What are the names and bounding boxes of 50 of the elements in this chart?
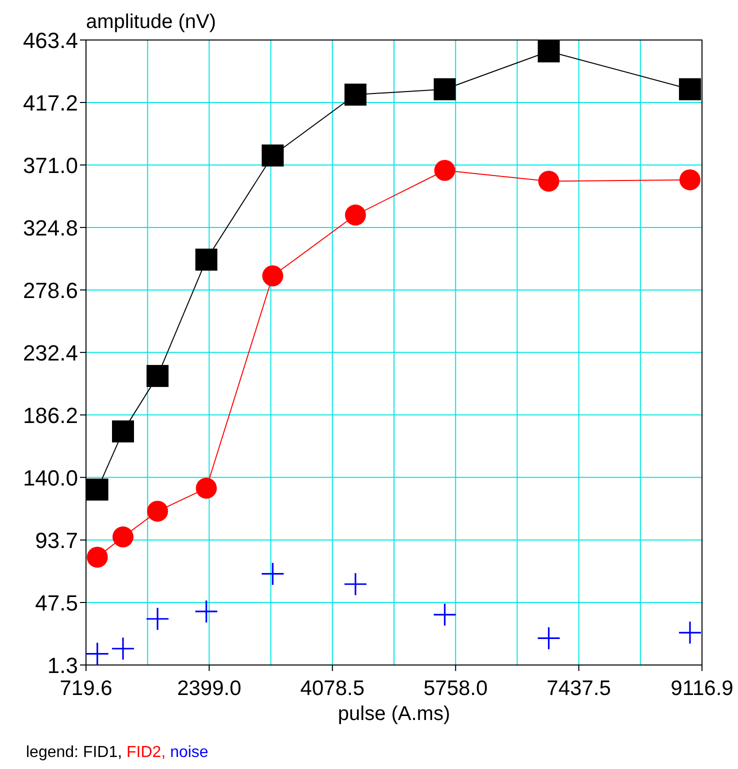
point: [262, 265, 284, 286]
y-tick-label: 324.8: [22, 215, 78, 240]
x-tick-label: 2399.0: [177, 677, 242, 700]
point: [434, 160, 456, 181]
y-tick-label: 232.4: [22, 340, 78, 366]
point: [86, 642, 108, 665]
y-tick-label: 417.2: [22, 90, 78, 116]
y-tick-label: 1.3: [47, 653, 78, 678]
point: [262, 562, 284, 585]
point: [195, 600, 218, 622]
text: FID1,: [82, 744, 127, 761]
point: [195, 248, 218, 271]
y-axis-title: amplitude (nV): [86, 11, 216, 33]
x-axis-title: pulse (A.ms): [338, 703, 450, 725]
y-tick-label: 278.6: [22, 278, 78, 303]
point: [678, 622, 701, 644]
point: [679, 169, 700, 190]
point: [86, 478, 108, 501]
point: [538, 40, 560, 62]
point: [196, 478, 217, 499]
point: [112, 526, 134, 548]
point: [112, 638, 134, 660]
x-tick-label: 7437.5: [546, 677, 611, 700]
y-tick-label: 463.4: [22, 28, 78, 53]
point: [86, 546, 108, 568]
point: [678, 78, 701, 100]
x-tick-label: 5758.0: [423, 677, 488, 700]
point: [434, 78, 456, 100]
y-tick-label: 47.5: [35, 590, 78, 616]
point: [146, 364, 169, 387]
point: [112, 420, 134, 442]
text: noise: [170, 744, 208, 761]
point: [434, 604, 456, 626]
point: [147, 500, 168, 522]
point: [538, 627, 560, 650]
point: [344, 204, 366, 226]
y-tick-label: 186.2: [22, 402, 78, 428]
point: [538, 170, 560, 192]
y-tick-label: 93.7: [35, 528, 78, 554]
text: FID2,: [126, 744, 170, 761]
y-tick-label: 140.0: [22, 465, 78, 490]
x-tick-label: 719.6: [60, 677, 112, 700]
y-tick-label: 371.0: [22, 152, 78, 178]
point: [262, 144, 284, 167]
point: [344, 84, 366, 106]
x-tick-label: 9116.9: [670, 677, 734, 700]
point: [344, 573, 366, 596]
point: [146, 608, 169, 630]
x-tick-label: 4078.5: [300, 677, 365, 700]
legend-title: legend:: [26, 744, 83, 761]
